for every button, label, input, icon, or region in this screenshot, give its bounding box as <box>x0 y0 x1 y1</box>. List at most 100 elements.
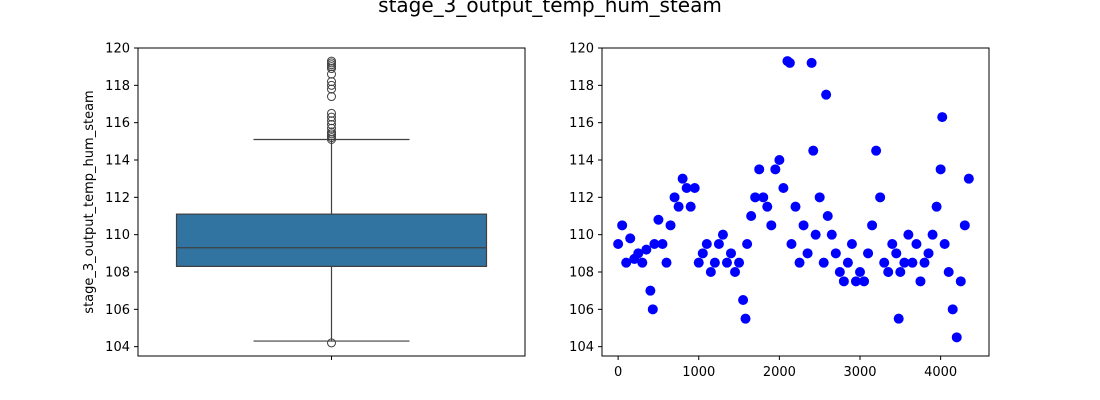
scatter-y-tick-label: 106 <box>569 303 594 318</box>
scatter-point <box>740 313 751 324</box>
scatter-point <box>681 183 692 193</box>
scatter-point <box>931 201 942 212</box>
scatter-point <box>709 257 720 268</box>
scatter-plot-panel: 104 106 108 110 112 114 116 118 120 0 1000 2000 3000… <box>569 42 990 381</box>
scatter-point <box>955 276 966 287</box>
scatter-point <box>891 248 902 259</box>
scatter-point <box>633 248 644 259</box>
scatter-x-tick-label: 3000 <box>843 365 876 380</box>
scatter-point <box>810 229 821 240</box>
box-plot-outlier-point <box>327 77 336 87</box>
box-plot-y-ticks: 104 106 108 110 112 114 116 118 120 <box>105 42 332 360</box>
scatter-y-tick-label: 118 <box>569 79 594 94</box>
box-plot-outlier-point <box>327 116 336 126</box>
box-plot-marks <box>175 56 488 348</box>
scatter-point <box>822 211 833 221</box>
scatter-point <box>754 164 765 175</box>
scatter-point <box>762 201 773 212</box>
box-plot-outlier-point <box>327 338 336 348</box>
scatter-point <box>689 183 700 193</box>
scatter-point <box>818 257 829 268</box>
scatter-point <box>879 257 890 268</box>
scatter-point <box>826 229 837 240</box>
scatter-point <box>842 257 853 268</box>
scatter-point <box>717 229 728 240</box>
scatter-point <box>893 313 904 324</box>
box-plot-y-tick-label: 120 <box>105 42 130 57</box>
scatter-plot-marks <box>613 56 974 343</box>
scatter-point <box>685 201 696 212</box>
scatter-point <box>871 145 882 156</box>
scatter-point <box>734 257 745 268</box>
box-plot-box <box>175 213 488 267</box>
scatter-plot-frame <box>601 47 990 357</box>
scatter-point <box>895 267 906 277</box>
scatter-y-tick-label: 104 <box>569 340 594 355</box>
scatter-point <box>778 183 789 193</box>
scatter-point <box>939 239 950 249</box>
scatter-point <box>794 257 805 268</box>
scatter-point <box>850 276 861 287</box>
scatter-point <box>701 239 712 249</box>
figure-title: stage_3_output_temp_hum_steam <box>378 0 722 17</box>
box-plot-outlier-point <box>327 108 336 118</box>
box-plot-y-tick-label: 106 <box>105 303 130 318</box>
scatter-y-tick-label: 114 <box>569 154 594 169</box>
scatter-y-tick-label: 120 <box>569 42 594 57</box>
scatter-point <box>814 192 825 203</box>
scatter-point <box>677 173 688 184</box>
scatter-point <box>875 192 886 203</box>
scatter-point <box>947 304 958 315</box>
scatter-point <box>919 257 930 268</box>
scatter-point <box>738 295 749 305</box>
scatter-point <box>697 248 708 259</box>
scatter-point <box>657 239 668 249</box>
box-plot-y-tick-label: 116 <box>105 116 130 131</box>
scatter-point <box>784 57 795 68</box>
box-plot-y-tick-label: 118 <box>105 79 130 94</box>
box-plot-outlier-point <box>327 80 336 90</box>
scatter-point <box>830 248 841 259</box>
scatter-y-tick-label: 110 <box>569 228 594 243</box>
scatter-point <box>770 164 781 175</box>
scatter-point <box>774 155 785 165</box>
scatter-point <box>647 304 658 315</box>
box-plot-outlier-point <box>327 123 336 133</box>
scatter-point <box>959 220 970 231</box>
scatter-point <box>903 229 914 240</box>
scatter-point <box>935 164 946 175</box>
box-plot-y-axis-label: stage_3_output_temp_hum_steam <box>82 90 97 313</box>
scatter-x-tick-label: 2000 <box>763 365 796 380</box>
scatter-y-tick-label: 112 <box>569 191 594 206</box>
scatter-point <box>846 239 857 249</box>
scatter-point <box>669 192 680 203</box>
scatter-point <box>802 248 813 259</box>
scatter-y-tick-label: 116 <box>569 116 594 131</box>
scatter-point <box>625 233 636 244</box>
box-plot-y-tick-label: 108 <box>105 266 130 281</box>
scatter-point <box>637 257 648 268</box>
scatter-point <box>834 267 845 277</box>
scatter-point <box>693 257 704 268</box>
scatter-x-tick-label: 0 <box>614 365 622 380</box>
scatter-point <box>899 257 910 268</box>
box-plot-outlier-point <box>327 112 336 122</box>
box-plot-y-tick-label: 104 <box>105 340 130 355</box>
box-plot-y-tick-label: 114 <box>105 154 130 169</box>
scatter-point <box>927 229 938 240</box>
scatter-point <box>838 276 849 287</box>
scatter-point <box>923 248 934 259</box>
scatter-point <box>730 267 741 277</box>
scatter-point <box>911 239 922 249</box>
box-plot-outlier-point <box>327 56 336 66</box>
scatter-plot-ticks: 104 106 108 110 112 114 116 118 120 0 1000 2000 3000… <box>569 42 957 381</box>
scatter-point <box>786 239 797 249</box>
scatter-point <box>798 220 809 231</box>
scatter-point <box>951 332 962 343</box>
scatter-point <box>641 244 652 255</box>
scatter-point <box>649 239 660 249</box>
scatter-point <box>855 267 865 277</box>
scatter-x-tick-label: 1000 <box>682 365 715 380</box>
scatter-point <box>790 201 801 212</box>
